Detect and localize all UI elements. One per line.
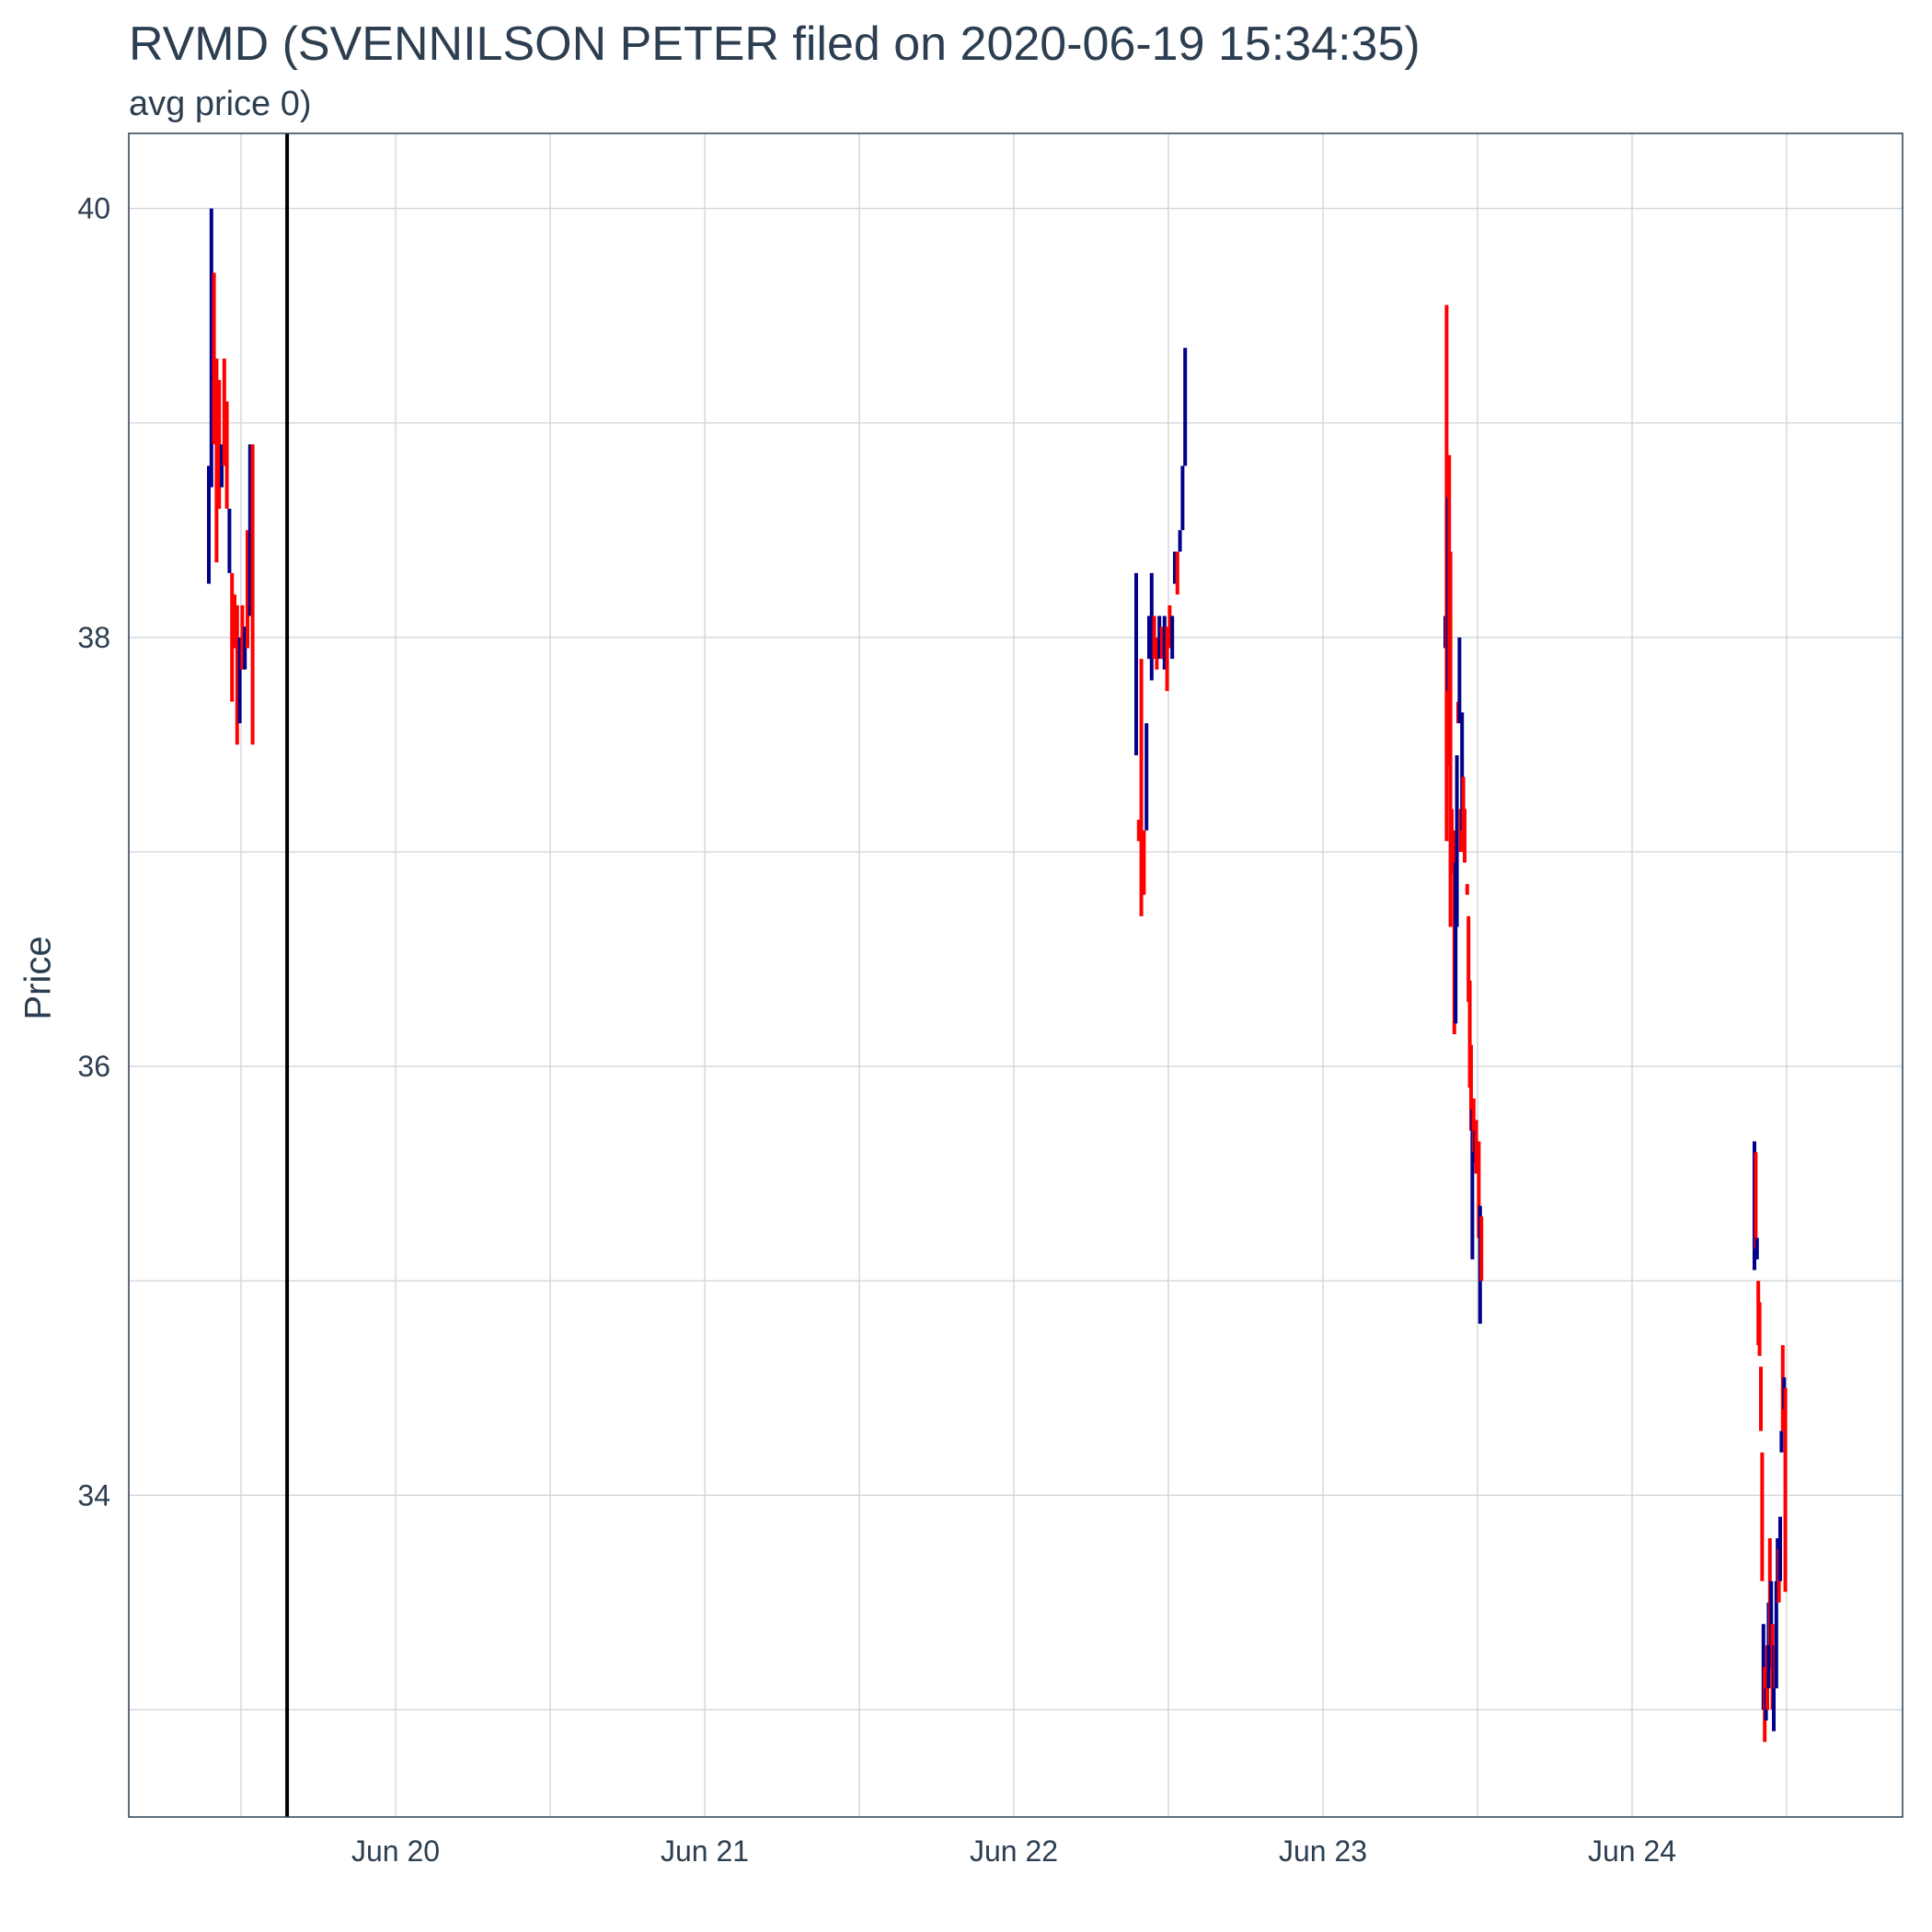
- x-tick-labels: Jun 20 Jun 21 Jun 22 Jun 23 Jun 24: [351, 1834, 1676, 1868]
- grid-lines: [129, 133, 1903, 1817]
- chart-subtitle: avg price 0): [129, 85, 312, 123]
- chart-title: RVMD (SVENNILSON PETER filed on 2020-06-…: [129, 17, 1420, 71]
- y-tick-label: 38: [77, 621, 110, 654]
- y-tick-label: 34: [77, 1478, 110, 1512]
- x-tick-label: Jun 23: [1279, 1834, 1367, 1868]
- x-tick-label: Jun 24: [1588, 1834, 1676, 1868]
- plot-border: [128, 132, 1903, 1818]
- y-tick-labels: 34 36 38 40: [77, 192, 110, 1512]
- y-tick-label: 36: [77, 1050, 110, 1083]
- x-tick-label: Jun 22: [970, 1834, 1058, 1868]
- x-tick-label: Jun 21: [661, 1834, 749, 1868]
- price-ranges: [207, 208, 1788, 1742]
- y-tick-label: 40: [77, 192, 110, 225]
- x-tick-label: Jun 20: [351, 1834, 440, 1868]
